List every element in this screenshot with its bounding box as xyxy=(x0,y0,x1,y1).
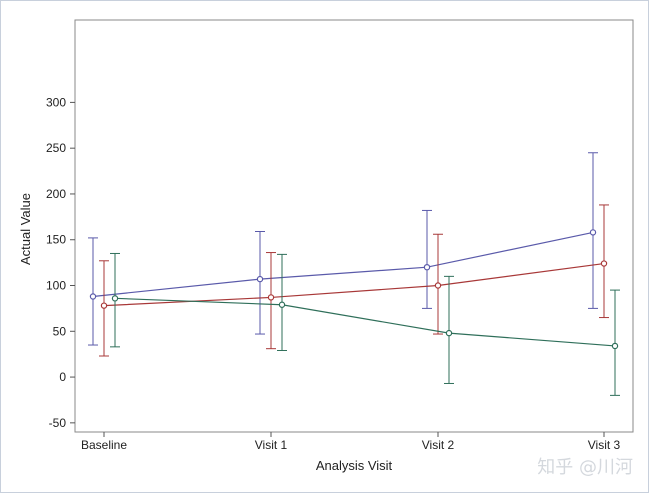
x-tick-label: Visit 3 xyxy=(588,438,621,452)
series-3 xyxy=(110,252,620,396)
data-point xyxy=(267,294,275,301)
series-line xyxy=(92,231,594,298)
x-tick-label: Baseline xyxy=(81,438,127,452)
series-1 xyxy=(88,152,598,346)
data-point xyxy=(434,282,442,289)
y-tick-label: 150 xyxy=(46,233,66,247)
x-tick-label: Visit 1 xyxy=(255,438,288,452)
data-point xyxy=(589,229,597,236)
y-tick-label: 200 xyxy=(46,187,66,201)
data-point xyxy=(100,302,108,309)
data-point xyxy=(278,301,286,308)
y-tick-label: 50 xyxy=(53,324,67,338)
data-point xyxy=(111,295,119,302)
y-tick-label: 250 xyxy=(46,141,66,155)
y-tick-label: 300 xyxy=(46,95,66,109)
y-axis: -50 0 50 100 150 200 250 300 xyxy=(46,95,75,430)
series-line xyxy=(114,297,616,347)
x-tick-label: Visit 2 xyxy=(422,438,455,452)
data-point xyxy=(611,342,619,350)
x-axis: Baseline Visit 1 Visit 2 Visit 3 xyxy=(81,432,621,452)
y-tick-label: 0 xyxy=(59,370,66,384)
y-axis-label: Actual Value xyxy=(18,193,33,265)
plot-area xyxy=(74,19,634,433)
x-axis-label: Analysis Visit xyxy=(316,458,393,473)
data-point xyxy=(256,275,264,283)
watermark: 知乎 @川河 xyxy=(537,457,633,478)
data-point xyxy=(445,329,453,337)
y-tick-label: 100 xyxy=(46,279,66,293)
series-group xyxy=(88,152,620,396)
y-tick-label: -50 xyxy=(49,416,67,430)
data-point xyxy=(600,260,608,267)
data-point xyxy=(423,264,431,271)
data-point xyxy=(89,293,97,300)
